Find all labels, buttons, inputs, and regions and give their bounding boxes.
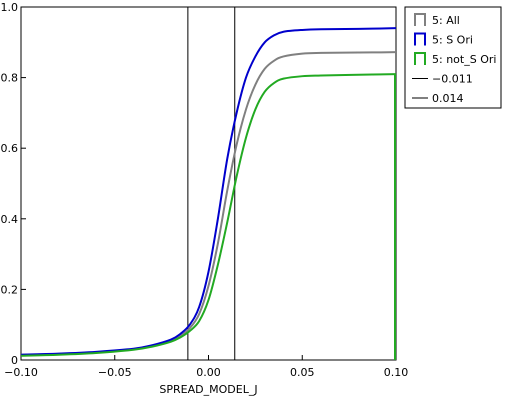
legend-swatch-1 [414,13,426,26]
x-tick-label: 0.00 [196,366,221,379]
y-tick-label: 0.2 [1,283,19,296]
y-tick-label: 0.6 [1,142,19,155]
series-line-3 [20,73,397,357]
legend-swatch-2 [414,32,426,46]
x-tick-label: −0.10 [4,366,38,379]
legend-swatch-3 [414,52,426,65]
y-tick-label: 0.4 [1,213,19,226]
legend-label-4: −0.011 [432,73,473,86]
x-tick-label: 0.05 [290,366,315,379]
plot-frame [20,6,397,361]
y-tick-label: 0 [11,354,18,367]
legend-label-1: 5: All [432,14,460,27]
legend-label-3: 5: not_S Ori [432,53,496,66]
x-axis-label: SPREAD_MODEL_J [159,383,257,396]
y-tick-label: 1.0 [1,1,19,14]
x-tick-label: −0.05 [98,366,132,379]
series-line-2 [20,27,397,356]
x-tick-label: 0.10 [384,366,409,379]
legend-box [404,6,502,109]
legend-label-2: 5: S Ori [432,34,473,47]
legend-label-5: 0.014 [432,92,464,105]
y-tick-label: 0.8 [1,72,19,85]
